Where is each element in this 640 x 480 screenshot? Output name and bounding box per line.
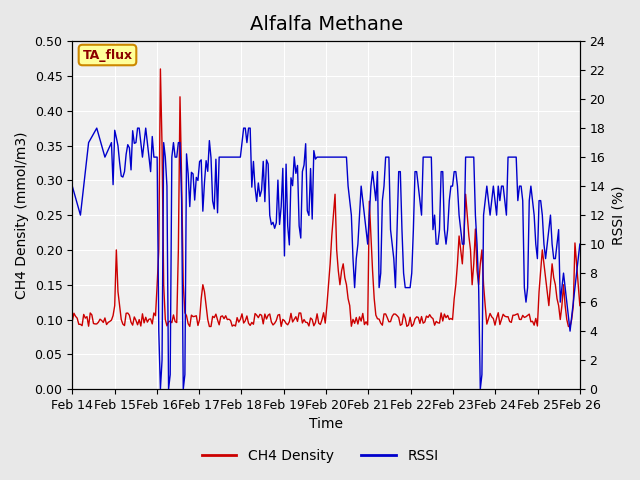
Y-axis label: CH4 Density (mmol/m3): CH4 Density (mmol/m3) [15, 132, 29, 299]
Title: Alfalfa Methane: Alfalfa Methane [250, 15, 403, 34]
Legend: CH4 Density, RSSI: CH4 Density, RSSI [196, 443, 444, 468]
Text: TA_flux: TA_flux [83, 48, 132, 61]
Y-axis label: RSSI (%): RSSI (%) [611, 185, 625, 245]
X-axis label: Time: Time [309, 418, 343, 432]
